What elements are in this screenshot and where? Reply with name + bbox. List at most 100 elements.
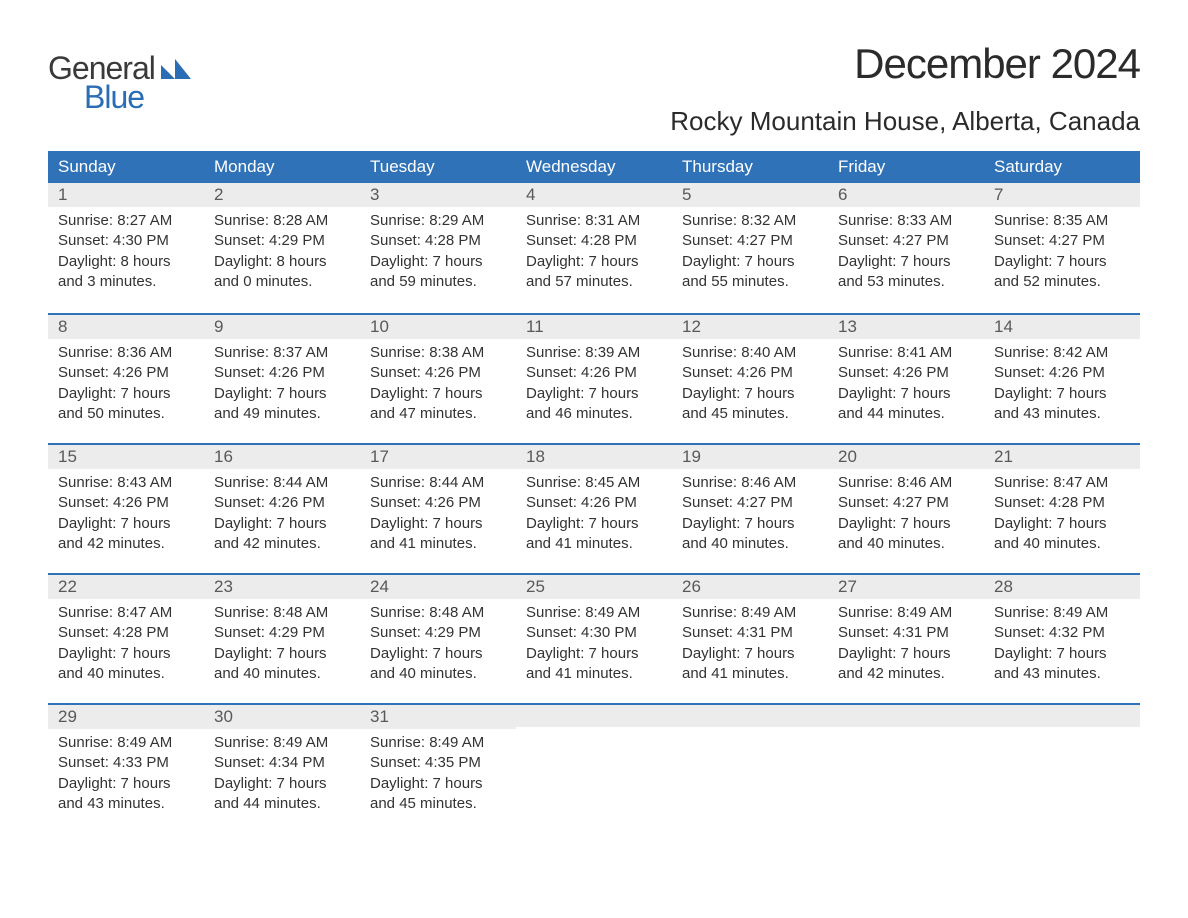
sunrise-text: Sunrise: 8:43 AM — [58, 473, 194, 493]
location: Rocky Mountain House, Alberta, Canada — [670, 106, 1140, 137]
sunrise-text: Sunrise: 8:27 AM — [58, 211, 194, 231]
day-number-row: 22 — [48, 575, 204, 599]
weekday-header-row: Sunday Monday Tuesday Wednesday Thursday… — [48, 151, 1140, 183]
sunset-text: Sunset: 4:26 PM — [370, 493, 506, 513]
day-number: 30 — [214, 707, 233, 726]
day-body: Sunrise: 8:36 AMSunset: 4:26 PMDaylight:… — [48, 339, 204, 430]
sunset-text: Sunset: 4:26 PM — [526, 493, 662, 513]
day-cell: 23Sunrise: 8:48 AMSunset: 4:29 PMDayligh… — [204, 575, 360, 693]
sunrise-text: Sunrise: 8:49 AM — [994, 603, 1130, 623]
daylight-line1: Daylight: 7 hours — [682, 644, 818, 664]
daylight-line2: and 45 minutes. — [682, 404, 818, 424]
logo-mark-icon — [161, 59, 191, 84]
title-block: December 2024 Rocky Mountain House, Albe… — [670, 40, 1140, 137]
daylight-line2: and 44 minutes. — [838, 404, 974, 424]
sunset-text: Sunset: 4:26 PM — [214, 493, 350, 513]
daylight-line1: Daylight: 7 hours — [682, 384, 818, 404]
day-number-row: 7 — [984, 183, 1140, 207]
day-number: 7 — [994, 185, 1003, 204]
sunset-text: Sunset: 4:27 PM — [682, 231, 818, 251]
day-cell: 20Sunrise: 8:46 AMSunset: 4:27 PMDayligh… — [828, 445, 984, 563]
daylight-line1: Daylight: 8 hours — [214, 252, 350, 272]
daylight-line2: and 49 minutes. — [214, 404, 350, 424]
day-number: 22 — [58, 577, 77, 596]
daylight-line1: Daylight: 7 hours — [838, 644, 974, 664]
sunrise-text: Sunrise: 8:42 AM — [994, 343, 1130, 363]
daylight-line2: and 46 minutes. — [526, 404, 662, 424]
daylight-line2: and 40 minutes. — [214, 664, 350, 684]
daylight-line1: Daylight: 8 hours — [58, 252, 194, 272]
day-number-row: 20 — [828, 445, 984, 469]
day-body: Sunrise: 8:41 AMSunset: 4:26 PMDaylight:… — [828, 339, 984, 430]
day-cell: 30Sunrise: 8:49 AMSunset: 4:34 PMDayligh… — [204, 705, 360, 823]
sunset-text: Sunset: 4:33 PM — [58, 753, 194, 773]
day-number-row: 30 — [204, 705, 360, 729]
week-row: 1Sunrise: 8:27 AMSunset: 4:30 PMDaylight… — [48, 183, 1140, 313]
sunset-text: Sunset: 4:27 PM — [994, 231, 1130, 251]
sunrise-text: Sunrise: 8:33 AM — [838, 211, 974, 231]
day-number-row: 16 — [204, 445, 360, 469]
week-row: 22Sunrise: 8:47 AMSunset: 4:28 PMDayligh… — [48, 573, 1140, 703]
day-cell: 11Sunrise: 8:39 AMSunset: 4:26 PMDayligh… — [516, 315, 672, 433]
day-cell: 3Sunrise: 8:29 AMSunset: 4:28 PMDaylight… — [360, 183, 516, 303]
daylight-line1: Daylight: 7 hours — [994, 384, 1130, 404]
day-body: Sunrise: 8:49 AMSunset: 4:33 PMDaylight:… — [48, 729, 204, 820]
sunrise-text: Sunrise: 8:36 AM — [58, 343, 194, 363]
daylight-line1: Daylight: 7 hours — [370, 514, 506, 534]
day-number: 19 — [682, 447, 701, 466]
day-body: Sunrise: 8:49 AMSunset: 4:32 PMDaylight:… — [984, 599, 1140, 690]
daylight-line1: Daylight: 7 hours — [994, 644, 1130, 664]
day-number-row: 1 — [48, 183, 204, 207]
sunrise-text: Sunrise: 8:44 AM — [214, 473, 350, 493]
sunrise-text: Sunrise: 8:44 AM — [370, 473, 506, 493]
day-number-row: 10 — [360, 315, 516, 339]
logo-text-blue: Blue — [84, 79, 144, 116]
daylight-line2: and 41 minutes. — [682, 664, 818, 684]
sunrise-text: Sunrise: 8:48 AM — [370, 603, 506, 623]
day-cell — [516, 705, 672, 823]
day-body: Sunrise: 8:31 AMSunset: 4:28 PMDaylight:… — [516, 207, 672, 298]
week-row: 8Sunrise: 8:36 AMSunset: 4:26 PMDaylight… — [48, 313, 1140, 443]
daylight-line1: Daylight: 7 hours — [58, 644, 194, 664]
sunset-text: Sunset: 4:31 PM — [838, 623, 974, 643]
daylight-line1: Daylight: 7 hours — [682, 252, 818, 272]
daylight-line2: and 42 minutes. — [838, 664, 974, 684]
day-body: Sunrise: 8:49 AMSunset: 4:35 PMDaylight:… — [360, 729, 516, 820]
day-number-row-empty — [516, 705, 672, 727]
day-body: Sunrise: 8:28 AMSunset: 4:29 PMDaylight:… — [204, 207, 360, 298]
day-number-row: 6 — [828, 183, 984, 207]
day-body: Sunrise: 8:45 AMSunset: 4:26 PMDaylight:… — [516, 469, 672, 560]
sunset-text: Sunset: 4:29 PM — [214, 231, 350, 251]
sunset-text: Sunset: 4:29 PM — [214, 623, 350, 643]
daylight-line1: Daylight: 7 hours — [838, 514, 974, 534]
day-number-row: 18 — [516, 445, 672, 469]
day-cell: 14Sunrise: 8:42 AMSunset: 4:26 PMDayligh… — [984, 315, 1140, 433]
day-number-row: 26 — [672, 575, 828, 599]
weekday-header: Saturday — [984, 151, 1140, 183]
day-cell: 18Sunrise: 8:45 AMSunset: 4:26 PMDayligh… — [516, 445, 672, 563]
day-body: Sunrise: 8:48 AMSunset: 4:29 PMDaylight:… — [204, 599, 360, 690]
sunset-text: Sunset: 4:28 PM — [58, 623, 194, 643]
daylight-line2: and 44 minutes. — [214, 794, 350, 814]
day-body: Sunrise: 8:42 AMSunset: 4:26 PMDaylight:… — [984, 339, 1140, 430]
daylight-line1: Daylight: 7 hours — [214, 774, 350, 794]
daylight-line2: and 0 minutes. — [214, 272, 350, 292]
daylight-line1: Daylight: 7 hours — [214, 644, 350, 664]
sunrise-text: Sunrise: 8:29 AM — [370, 211, 506, 231]
sunset-text: Sunset: 4:28 PM — [994, 493, 1130, 513]
daylight-line2: and 43 minutes. — [994, 404, 1130, 424]
day-number: 16 — [214, 447, 233, 466]
day-cell: 9Sunrise: 8:37 AMSunset: 4:26 PMDaylight… — [204, 315, 360, 433]
day-number: 12 — [682, 317, 701, 336]
day-cell: 31Sunrise: 8:49 AMSunset: 4:35 PMDayligh… — [360, 705, 516, 823]
sunrise-text: Sunrise: 8:49 AM — [370, 733, 506, 753]
week-row: 29Sunrise: 8:49 AMSunset: 4:33 PMDayligh… — [48, 703, 1140, 833]
sunset-text: Sunset: 4:32 PM — [994, 623, 1130, 643]
daylight-line1: Daylight: 7 hours — [214, 384, 350, 404]
daylight-line2: and 59 minutes. — [370, 272, 506, 292]
day-number-row: 13 — [828, 315, 984, 339]
day-cell: 28Sunrise: 8:49 AMSunset: 4:32 PMDayligh… — [984, 575, 1140, 693]
day-number-row: 17 — [360, 445, 516, 469]
daylight-line1: Daylight: 7 hours — [370, 384, 506, 404]
sunset-text: Sunset: 4:35 PM — [370, 753, 506, 773]
